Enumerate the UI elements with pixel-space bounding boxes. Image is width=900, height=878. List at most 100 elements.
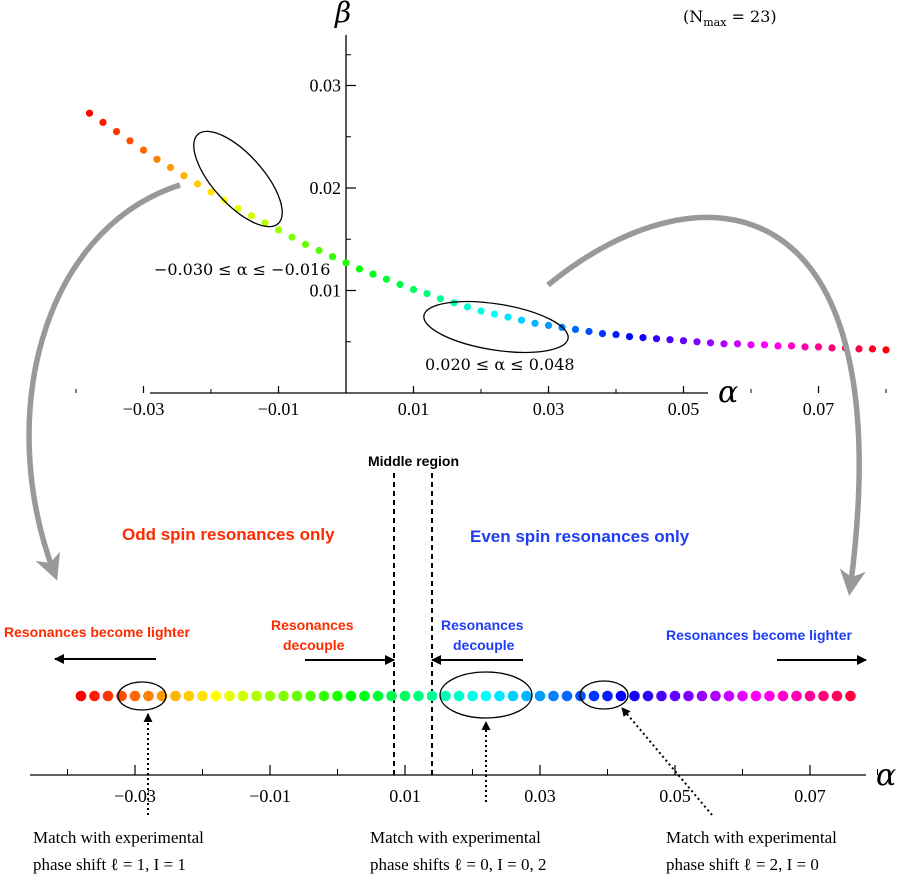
top-data-point (369, 270, 377, 278)
bottom-data-point (534, 690, 546, 702)
top-data-point (531, 319, 539, 327)
top-x-axis-label: α (718, 375, 738, 410)
bottom-data-point (818, 690, 829, 702)
bottom-x-tick-label: 0.05 (659, 786, 691, 806)
decouple-left-label-2: decouple (283, 637, 345, 653)
top-plot: −0.03 −0.01 0.01 0.03 0.05 0.07 0.030.020.01 … (75, 0, 890, 419)
top-data-point (733, 340, 742, 348)
top-data-point (126, 137, 134, 145)
ellipse-left-label: −0.030 ≤ α ≤ −0.016 (154, 260, 330, 279)
bottom-x-tick-label: 0.03 (524, 786, 556, 806)
bottom-data-point (170, 690, 181, 702)
top-data-point (801, 343, 809, 351)
top-data-point (666, 336, 674, 344)
bottom-data-point (129, 690, 141, 702)
top-y-ticks: 0.03 0.02 0.01 (310, 54, 356, 343)
lighter-right-label: Resonances become lighter (666, 627, 853, 643)
top-x-tick-label: 0.03 (533, 399, 565, 419)
top-data-point (139, 146, 148, 154)
bottom-data-point (561, 690, 573, 702)
bottom-data-point (804, 690, 816, 702)
ellipse-right-label: 0.020 ≤ α ≤ 0.048 (425, 355, 575, 374)
top-data-point (571, 325, 580, 333)
bottom-data-point (210, 690, 222, 702)
top-x-tick-label: 0.07 (803, 399, 835, 419)
bottom-data-point (656, 690, 667, 702)
top-data-point (396, 280, 404, 288)
bottom-data-point (143, 690, 154, 702)
bottom-data-point (642, 690, 654, 702)
nmax-note: (Nmax = 23) (683, 7, 777, 29)
top-data-point (747, 341, 755, 349)
pointer-right (621, 707, 713, 816)
top-data-point (342, 259, 350, 267)
top-data-point (180, 172, 188, 180)
top-data-point (328, 253, 337, 261)
top-x-ticks: −0.03 −0.01 0.01 0.03 0.05 0.07 (75, 386, 887, 419)
lighter-left-label: Resonances become lighter (4, 624, 191, 640)
match-mid-line1: Match with experimental (370, 828, 541, 847)
bottom-data-point (723, 690, 735, 702)
top-data-point (828, 344, 836, 352)
top-data-point (193, 180, 202, 188)
bottom-x-tick-label: −0.01 (249, 786, 291, 806)
bottom-ellipse-mid (439, 671, 533, 719)
bottom-data-point (507, 690, 519, 702)
top-data-point (585, 327, 593, 336)
top-data-point (544, 321, 553, 329)
bottom-data-point (588, 690, 600, 702)
top-data-point (85, 109, 94, 117)
bottom-data-point (453, 690, 465, 702)
curved-arrow-left (26, 182, 181, 581)
bottom-data-point (845, 690, 856, 702)
bottom-data-point (359, 690, 370, 702)
bottom-data-point (602, 690, 613, 702)
top-data-point (207, 188, 215, 196)
top-data-point (855, 345, 863, 353)
bottom-ellipse-right (579, 680, 629, 710)
decouple-right-label-2: decouple (453, 637, 515, 653)
bottom-data-point (399, 690, 411, 702)
bottom-data-point (237, 690, 249, 702)
top-y-tick-label: 0.02 (310, 178, 342, 198)
bottom-data-point (737, 690, 748, 702)
curved-arrow-right (546, 214, 866, 596)
bottom-data-point (521, 690, 532, 702)
bottom-data-point (251, 690, 262, 702)
top-data-point (301, 240, 310, 248)
bottom-data-point (467, 690, 478, 702)
bottom-data-point (318, 690, 330, 702)
match-left-line2: phase shift ℓ = 1, I = 1 (33, 855, 186, 874)
bottom-data-point (764, 690, 775, 702)
bottom-data-point (197, 690, 208, 702)
bottom-x-tick-label: 0.07 (794, 786, 826, 806)
bottom-data-point (480, 690, 492, 702)
top-data-point (787, 342, 796, 350)
top-data-point (612, 331, 620, 339)
bottom-data-point (75, 690, 87, 702)
top-y-tick-label: 0.01 (310, 281, 342, 301)
bottom-data-point (345, 690, 357, 702)
middle-region-label: Middle region (368, 453, 459, 469)
bottom-data-point (440, 690, 451, 702)
bottom-data-point (629, 690, 640, 702)
top-data-point (247, 212, 256, 220)
bottom-data-point (183, 690, 195, 702)
top-data-point (774, 342, 782, 350)
top-data-point (639, 334, 647, 342)
bottom-x-tick-label: 0.01 (389, 786, 421, 806)
top-data-point (679, 337, 688, 345)
top-data-point (477, 307, 485, 315)
top-data-point (463, 303, 472, 311)
bottom-data-point (156, 690, 168, 702)
top-data-point (720, 340, 728, 348)
top-data-point (153, 155, 161, 163)
top-data-point (652, 335, 661, 343)
bottom-data-point (696, 690, 708, 702)
even-spin-label: Even spin resonances only (470, 527, 690, 546)
odd-spin-label: Odd spin resonances only (122, 525, 335, 544)
top-y-tick-label: 0.03 (310, 76, 342, 96)
bottom-data-point (791, 690, 802, 702)
match-left-line1: Match with experimental (33, 828, 204, 847)
